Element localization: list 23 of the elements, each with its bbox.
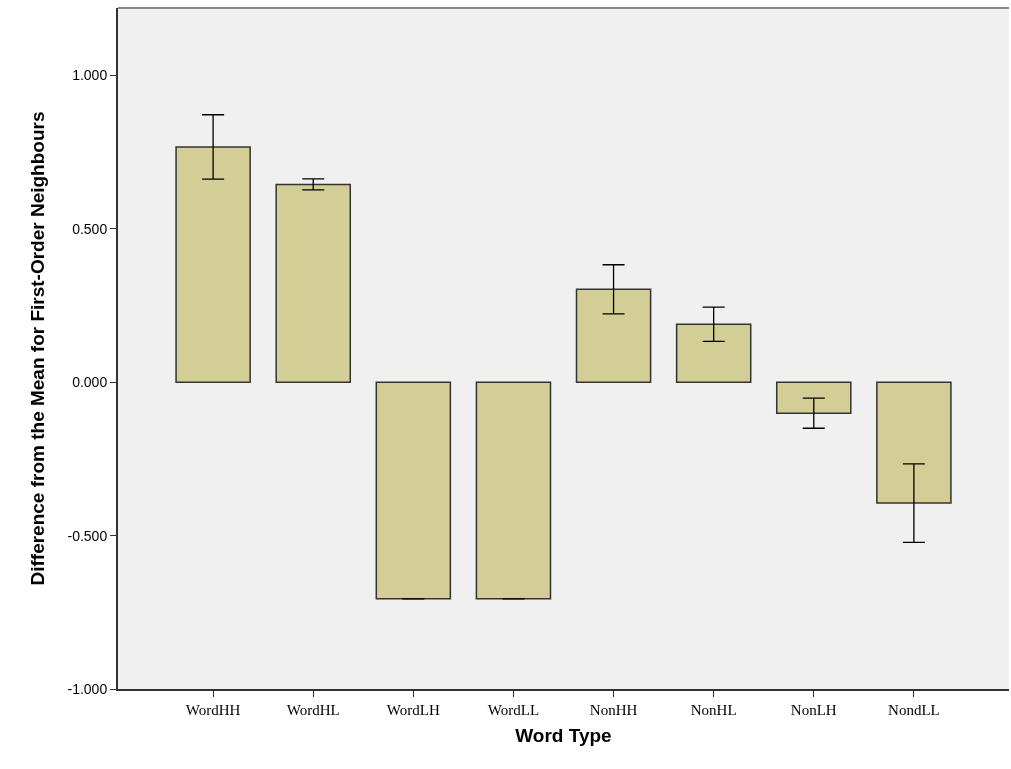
x-axis-title: Word Type — [515, 725, 612, 747]
y-tick-label: 0.000 — [72, 374, 108, 391]
y-tick-label: 0.500 — [72, 220, 108, 237]
x-tick-label: WordHH — [185, 702, 241, 718]
bar — [375, 381, 452, 600]
bar — [675, 323, 752, 383]
x-tick-label: NonHH — [589, 702, 638, 718]
bar — [575, 288, 652, 383]
x-tick-label: NonHL — [690, 702, 737, 718]
bar — [876, 381, 952, 504]
y-tick-label: 1.000 — [72, 67, 108, 84]
y-tick-label: -1.000 — [67, 680, 108, 697]
x-tick-label: WordLL — [487, 702, 540, 718]
bar — [475, 381, 552, 600]
y-tick-label: -0.500 — [67, 527, 108, 544]
y-axis-title: Difference from the Mean for First-Order Neighbours — [26, 111, 48, 586]
x-tick-label: NonLH — [790, 702, 837, 718]
bar — [175, 146, 251, 383]
bar — [775, 381, 852, 414]
x-tick-label: NondLL — [888, 702, 940, 718]
x-tick-label: WordHL — [286, 702, 340, 718]
x-tick-label: WordLH — [386, 702, 440, 718]
bar — [275, 183, 352, 383]
